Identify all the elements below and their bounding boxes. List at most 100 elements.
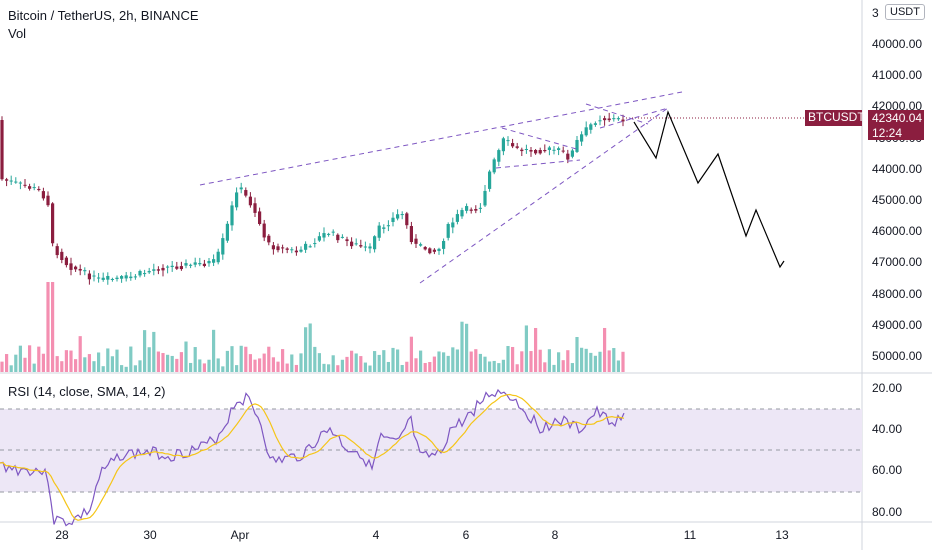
volume-bar — [212, 329, 216, 372]
price-tick: 44000.00 — [872, 161, 923, 176]
candle — [184, 263, 188, 266]
candle — [506, 140, 510, 142]
candle — [465, 206, 469, 211]
candle — [170, 265, 174, 268]
volume-bar — [308, 323, 312, 372]
volume-bar — [331, 355, 335, 372]
candle — [492, 159, 496, 173]
volume-bar — [64, 350, 68, 372]
candle — [405, 213, 409, 226]
volume-bar — [543, 362, 547, 372]
volume-bar — [616, 360, 620, 372]
time-tick: 13 — [775, 528, 789, 542]
candle — [41, 191, 45, 199]
volume-bar — [129, 346, 133, 372]
candle — [216, 251, 220, 263]
volume-bar — [547, 349, 551, 372]
candle — [299, 249, 303, 252]
candle — [175, 266, 179, 269]
volume-bar — [561, 360, 565, 372]
volume-bar — [23, 357, 27, 372]
candle — [239, 187, 243, 190]
candle — [0, 120, 4, 180]
price-tick: 49000.00 — [872, 317, 923, 332]
price-axis-partial: 3 — [872, 6, 879, 20]
volume-bar — [299, 353, 303, 372]
candle — [575, 139, 579, 152]
candle — [331, 231, 335, 233]
candle — [290, 249, 294, 251]
candle — [428, 248, 432, 254]
volume-bar — [285, 363, 289, 372]
volume-bar — [248, 354, 252, 372]
candle — [51, 203, 55, 244]
volume-bar — [345, 356, 349, 372]
volume-bar — [244, 346, 248, 372]
volume-bar — [391, 347, 395, 372]
candle — [363, 246, 367, 248]
volume-bar — [281, 349, 285, 372]
volume-bar — [235, 365, 239, 372]
candle — [230, 205, 234, 226]
volume-bar — [501, 359, 505, 372]
volume-bar — [133, 365, 137, 372]
candle — [598, 120, 602, 122]
volume-bar — [488, 361, 492, 372]
candle — [138, 270, 142, 276]
candle — [133, 276, 137, 278]
trend-line — [585, 103, 649, 125]
symbol-badge: BTCUSDT — [805, 110, 865, 126]
candle — [340, 236, 344, 238]
volume-bar — [492, 360, 496, 372]
volume-bar — [271, 357, 275, 372]
currency-button[interactable]: USDT — [885, 4, 925, 20]
candle — [267, 235, 271, 243]
rsi-band — [0, 409, 862, 492]
rsi-tick: 80.00 — [872, 505, 903, 519]
volume-bar — [327, 364, 331, 372]
volume-bar — [55, 356, 59, 372]
candle — [124, 275, 128, 279]
price-tick: 41000.00 — [872, 68, 923, 83]
rsi-ma-line — [0, 393, 625, 521]
volume-bar — [193, 347, 197, 372]
candle — [161, 267, 165, 271]
candle — [547, 147, 551, 150]
candle — [313, 243, 317, 245]
candle — [616, 118, 620, 120]
volume-bar — [41, 353, 45, 372]
candle — [69, 263, 73, 270]
candle — [294, 250, 298, 253]
price-tick: 40000.00 — [872, 37, 923, 51]
candle — [253, 203, 257, 213]
volume-bar — [621, 351, 625, 372]
volume-bar — [120, 365, 124, 372]
candle — [5, 179, 9, 181]
volume-bar — [184, 341, 188, 372]
candle — [534, 150, 538, 154]
candle — [538, 150, 542, 154]
last-price-badge: 42340.04 12:24 — [868, 110, 924, 140]
volume-bar — [225, 350, 229, 372]
volume-bar — [258, 358, 262, 372]
candle — [515, 146, 519, 148]
volume-legend: Vol — [8, 26, 27, 41]
candle — [409, 226, 413, 243]
volume-bar — [276, 361, 280, 372]
rsi-tick: 40.00 — [872, 422, 903, 436]
volume-bar — [368, 365, 372, 372]
candle — [580, 134, 584, 142]
candle — [258, 211, 262, 224]
trend-line — [501, 127, 581, 151]
candle — [561, 150, 565, 152]
volume-bar — [230, 346, 234, 372]
candle — [101, 277, 105, 280]
volume-bar — [598, 351, 602, 372]
candle — [336, 234, 340, 241]
candle — [244, 190, 248, 196]
volume-bar — [156, 351, 160, 372]
volume-bar — [207, 359, 211, 372]
candle — [543, 150, 547, 152]
volume-bar — [267, 346, 271, 372]
